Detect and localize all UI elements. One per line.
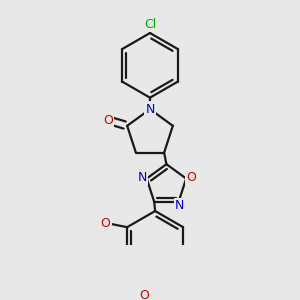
Text: N: N [175, 199, 184, 212]
Text: O: O [100, 217, 110, 230]
Text: Cl: Cl [144, 18, 156, 31]
Text: N: N [145, 103, 155, 116]
Text: N: N [137, 171, 147, 184]
Text: O: O [186, 171, 196, 184]
Text: O: O [103, 114, 113, 127]
Text: O: O [140, 289, 149, 300]
